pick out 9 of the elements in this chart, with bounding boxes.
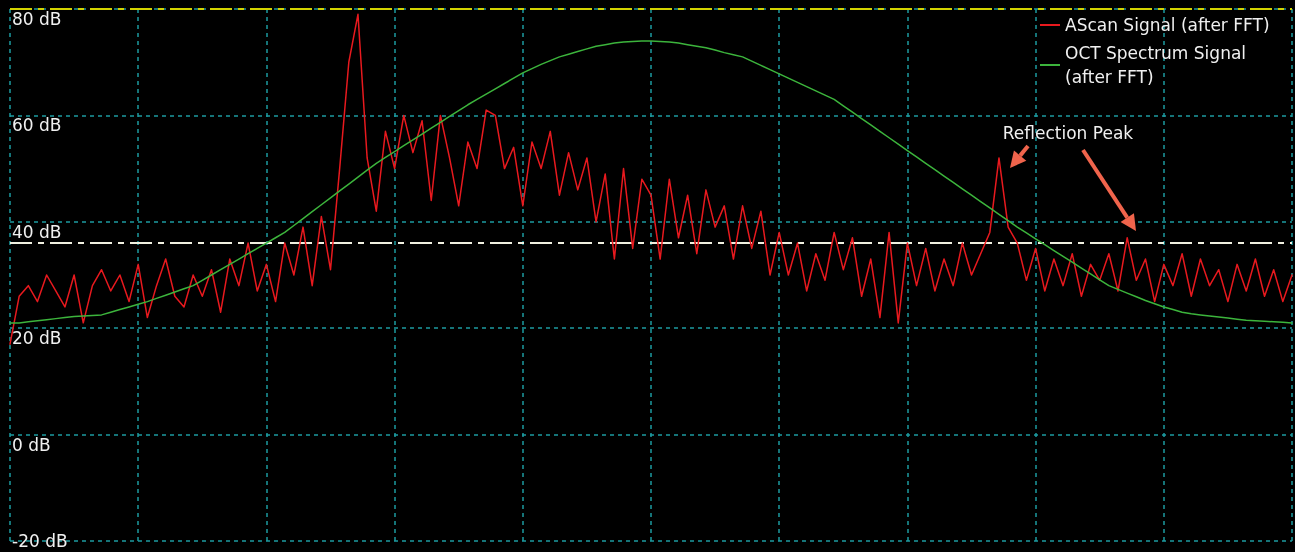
- y-tick-label: 20 dB: [12, 328, 62, 349]
- legend-label: AScan Signal (after FFT): [1065, 15, 1270, 35]
- y-tick-label: 40 dB: [12, 221, 62, 242]
- y-tick-label: 80 dB: [12, 9, 62, 29]
- y-tick-label: 60 dB: [12, 115, 62, 136]
- y-tick-label: -20 dB: [12, 531, 68, 551]
- legend-label: OCT Spectrum Signal (after FFT): [1065, 43, 1252, 87]
- annotation: Reflection Peak: [1002, 123, 1134, 143]
- y-tick-label: 0 dB: [12, 434, 51, 455]
